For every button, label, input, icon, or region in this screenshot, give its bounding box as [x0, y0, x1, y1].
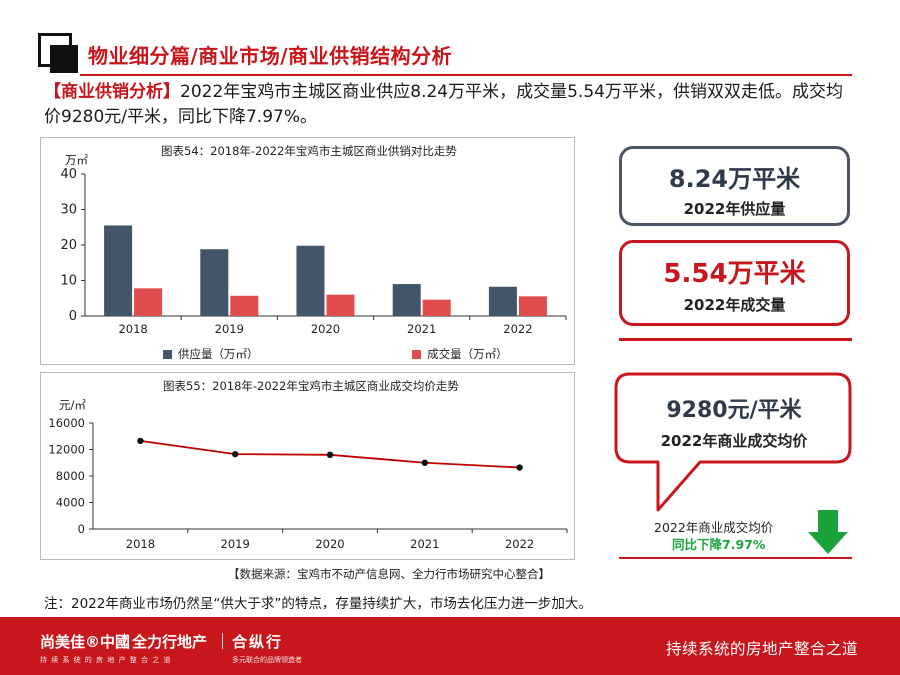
- x-tick-label: 2018: [118, 322, 147, 336]
- yoy-divider: [619, 557, 852, 559]
- y-tick-label: 0: [78, 522, 85, 536]
- y-tick-label: 20: [60, 238, 77, 253]
- price-point: [421, 459, 428, 466]
- legend-label: 供应量（万㎡）: [178, 347, 259, 361]
- chart-title: 图表54：2018年-2022年宝鸡市主城区商业供销对比走势: [161, 144, 457, 158]
- bar-supply: [488, 286, 517, 316]
- y-tick-label: 4000: [56, 496, 85, 510]
- legend-label: 成交量（万㎡）: [427, 347, 508, 361]
- price-point: [232, 450, 239, 458]
- kpi-supply-card: 8.24万平米 2022年供应量: [619, 146, 850, 226]
- yoy-value: 同比下降7.97%: [672, 537, 766, 552]
- kpi-supply-value: 8.24万平米: [668, 165, 801, 193]
- footer-separator: [222, 633, 223, 649]
- y-tick-label: 12000: [48, 443, 85, 457]
- data-source: 【数据来源：宝鸡市不动产信息网、全力行市场研究中心整合】: [228, 567, 550, 581]
- bar-deal: [326, 294, 355, 316]
- legend-item-supply: 供应量（万㎡）: [163, 347, 259, 361]
- line-chart-svg: 0 4000 8000 12000 16000 2018 2019 2020 2021 2022: [48, 416, 568, 551]
- header-logo-square-fill: [50, 45, 78, 73]
- footnote: 注：2022年商业市场仍然呈“供大于求”的特点，存量持续扩大，市场去化压力进一步…: [44, 596, 592, 612]
- bar-deal: [134, 288, 163, 316]
- x-tick-label: 2022: [503, 322, 532, 336]
- chart-panel-price: 图表55：2018年-2022年宝鸡市主城区商业成交均价走势 元/㎡ 0 4000…: [40, 372, 575, 560]
- y-tick-label: 8000: [56, 469, 85, 483]
- intro-text: 2022年宝鸡市主城区商业供应8.24万平米，成交量5.54万平米，供销双双走低…: [44, 82, 843, 127]
- bar-supply: [200, 249, 229, 316]
- chart-panel-supply-deal: 图表54：2018年-2022年宝鸡市主城区商业供销对比走势 万㎡ 0 10 20 3…: [40, 137, 575, 365]
- title-divider: [80, 74, 852, 76]
- x-tick-label: 2020: [311, 322, 340, 336]
- page-title: 物业细分篇/商业市场/商业供销结构分析: [88, 44, 453, 68]
- legend-swatch: [163, 350, 172, 359]
- bar-chart-svg: 0 10 20 30 40 2018 2019 2020 2021 2022: [60, 167, 567, 336]
- x-tick-label: 2019: [215, 322, 244, 336]
- y-tick-label: 10: [60, 274, 77, 289]
- y-axis-unit: 万㎡: [65, 153, 88, 167]
- x-tick-label: 2021: [407, 322, 436, 336]
- kpi-divider: [619, 338, 852, 341]
- price-point: [326, 451, 334, 458]
- footer-slogan: 持续系统的房地产整合之道: [665, 640, 858, 658]
- y-tick-label: 30: [60, 203, 77, 218]
- yoy-label: 2022年商业成交均价: [654, 520, 774, 535]
- y-axis-unit: 元/㎡: [59, 398, 86, 412]
- kpi-deal-card: 5.54万平米 2022年成交量: [619, 240, 850, 326]
- footer-brand-hzx: 合纵行: [232, 633, 284, 651]
- footer-brand-smj: 尚美佳®中國: [40, 633, 131, 651]
- x-tick-label: 2021: [410, 537, 439, 551]
- bar-supply: [296, 245, 325, 316]
- x-tick-label: 2020: [315, 537, 344, 551]
- x-tick-label: 2018: [126, 537, 155, 551]
- kpi-deal-label: 2022年成交量: [683, 296, 786, 314]
- y-tick-label: 0: [69, 309, 77, 324]
- kpi-price-label: 2022年商业成交均价: [660, 432, 808, 450]
- bar-deal: [518, 296, 547, 316]
- bar-supply: [392, 284, 421, 316]
- footer-brand-subtitle: 多元联合的品牌领造者: [232, 656, 302, 664]
- speech-bubble-shape: [614, 372, 852, 512]
- intro-tag: 【商业供销分析】: [44, 82, 180, 102]
- bar-deal: [230, 295, 259, 316]
- down-arrow-icon: [808, 510, 848, 554]
- kpi-supply-label: 2022年供应量: [683, 200, 786, 218]
- footer-brand-tagline: 持 续 系 统 的 房 地 产 整 合 之 道: [40, 656, 172, 664]
- price-point: [137, 437, 144, 445]
- footer-brand-qlx: 全力行地产: [132, 633, 208, 651]
- kpi-price-value: 9280元/平米: [666, 398, 802, 423]
- y-tick-label: 16000: [48, 416, 85, 430]
- kpi-deal-value: 5.54万平米: [663, 259, 806, 289]
- legend-item-deal: 成交量（万㎡）: [412, 347, 508, 361]
- bar-chart-legend: 供应量（万㎡） 成交量（万㎡）: [163, 346, 508, 362]
- y-tick-label: 40: [60, 167, 77, 182]
- intro-paragraph: 【商业供销分析】2022年宝鸡市主城区商业供应8.24万平米，成交量5.54万平…: [44, 80, 854, 130]
- bar-deal: [422, 299, 451, 316]
- x-tick-label: 2022: [505, 537, 534, 551]
- footer-bar: 尚美佳®中國 全力行地产 合纵行 持 续 系 统 的 房 地 产 整 合 之 道…: [0, 617, 900, 675]
- chart-title: 图表55：2018年-2022年宝鸡市主城区商业成交均价走势: [163, 379, 459, 393]
- price-point: [516, 464, 523, 471]
- legend-swatch: [412, 350, 422, 359]
- kpi-price-card: 9280元/平米 2022年商业成交均价: [614, 392, 854, 451]
- footer-separator: [124, 633, 125, 649]
- x-tick-label: 2019: [221, 537, 250, 551]
- bar-supply: [104, 225, 133, 316]
